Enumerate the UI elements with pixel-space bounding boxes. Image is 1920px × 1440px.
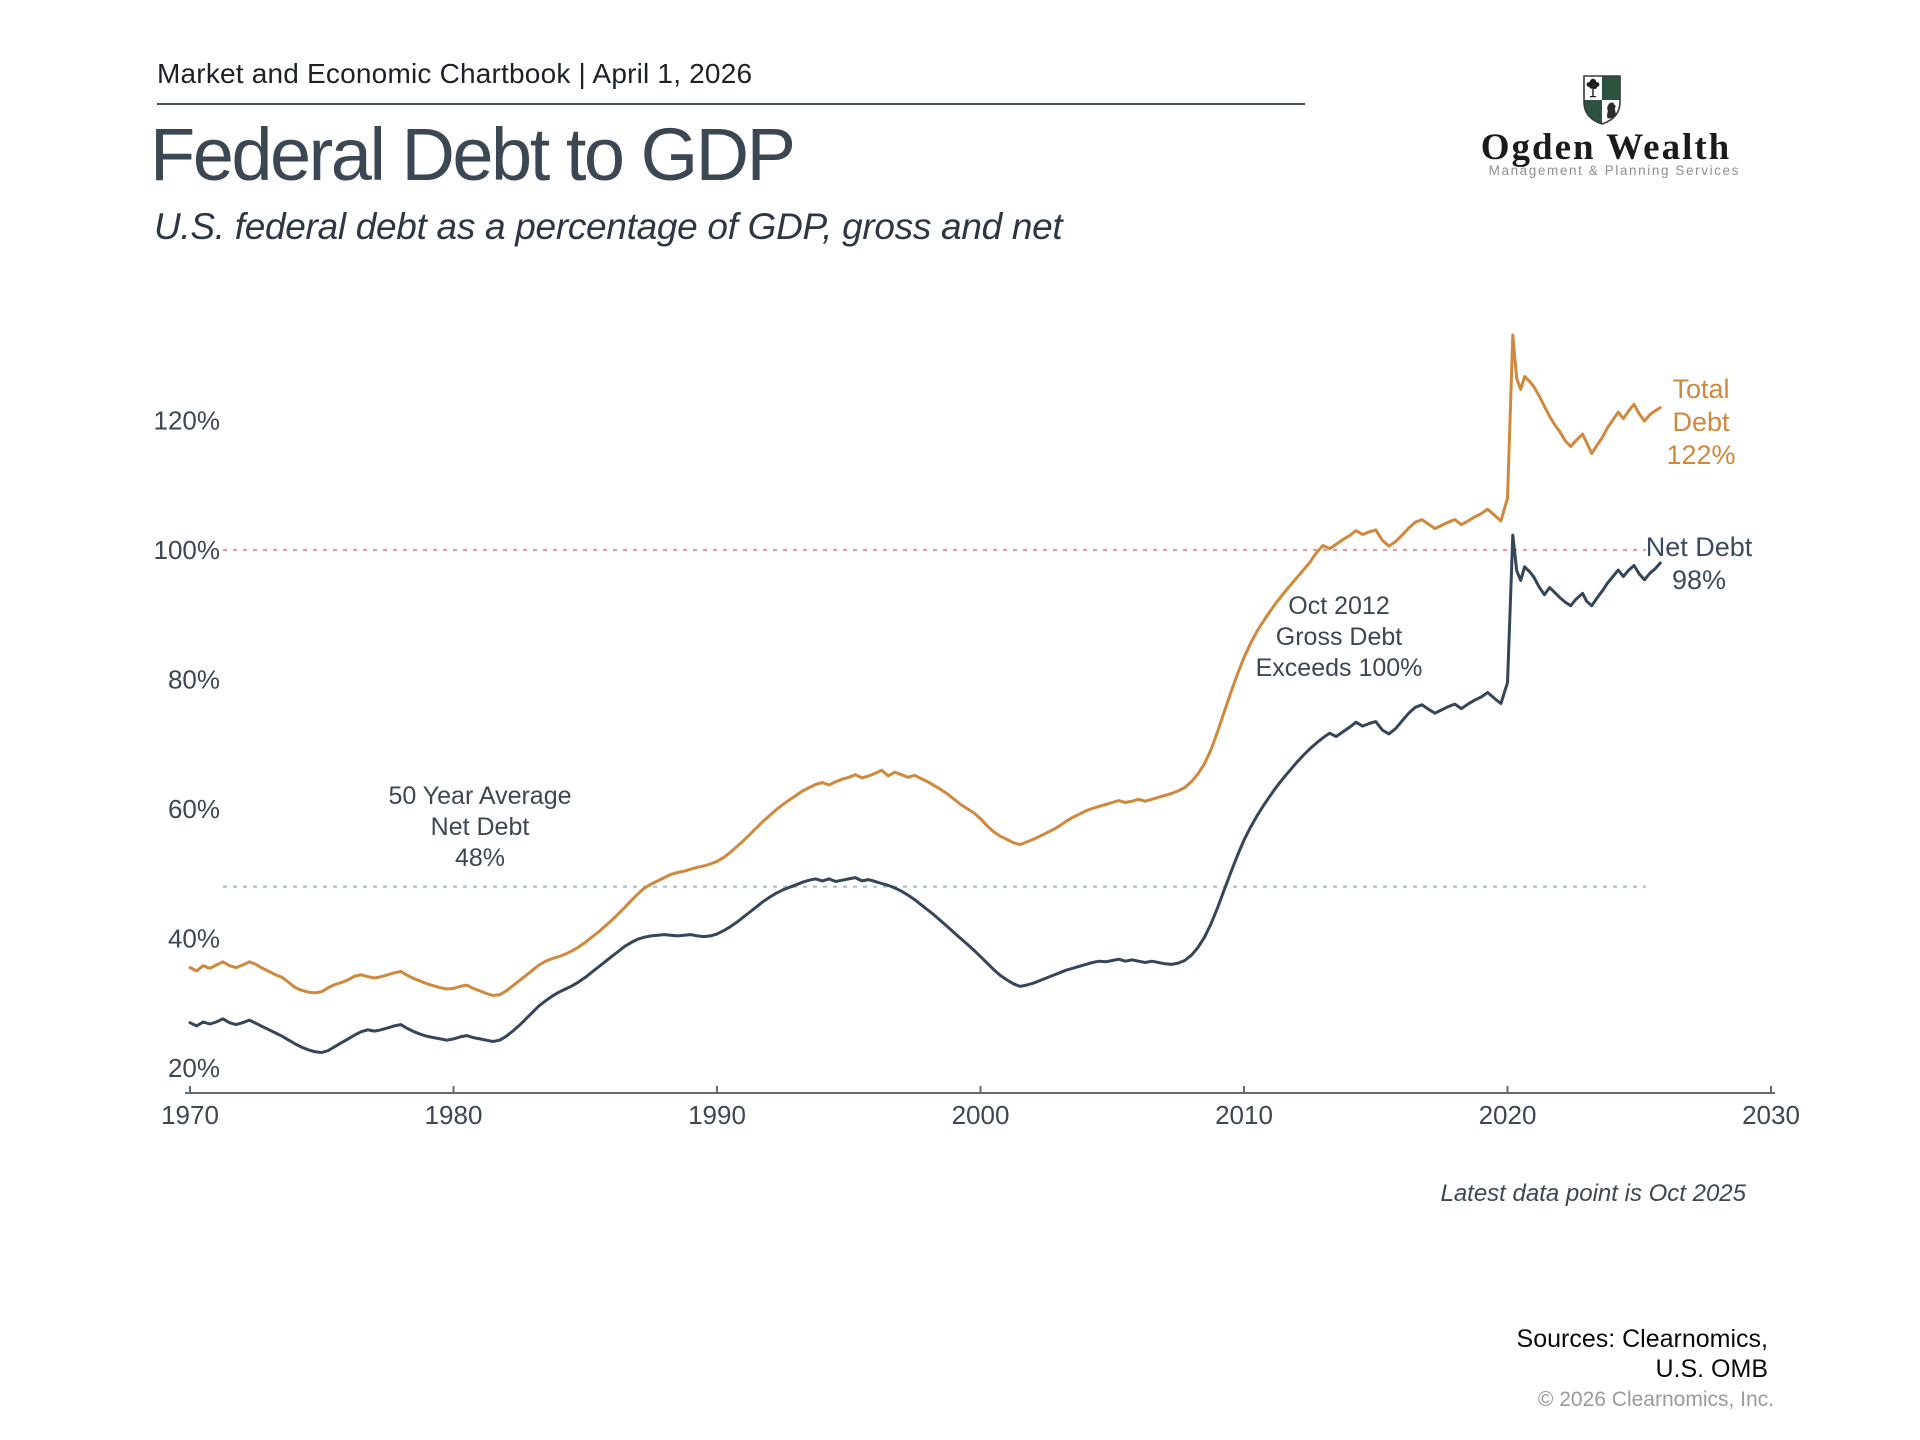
y-tick-label: 40% [168, 924, 220, 954]
series-line-total-debt [188, 333, 1662, 997]
x-tick-label: 2030 [1742, 1100, 1800, 1130]
x-tick-label: 1970 [161, 1100, 219, 1130]
y-tick-label: 120% [154, 406, 221, 436]
annotation-line: 50 Year Average [388, 782, 572, 810]
header-divider [157, 103, 1305, 105]
x-tick-label: 2020 [1479, 1100, 1537, 1130]
copyright-note: © 2026 Clearnomics, Inc. [1537, 1388, 1774, 1411]
series-line-net-debt [188, 533, 1662, 1054]
tree-emblem [1586, 78, 1600, 98]
latest-data-point-note: Latest data point is Oct 2025 [1440, 1180, 1746, 1207]
series-name: Net Debt [1645, 532, 1753, 562]
y-tick-label: 20% [168, 1053, 220, 1083]
total-debt-series-label: Total Debt 122% [1642, 373, 1760, 472]
page-subtitle: U.S. federal debt as a percentage of GDP… [154, 206, 1063, 247]
chartbook-header: Market and Economic Chartbook | April 1,… [157, 58, 753, 89]
oct-2012-annotation: Oct 2012 Gross Debt Exceeds 100% [1228, 591, 1450, 684]
ogden-wealth-logo-tagline: Management & Planning Services [1488, 163, 1740, 178]
fifty-year-average-annotation: 50 Year Average Net Debt 48% [370, 781, 590, 874]
net-debt-series-label: Net Debt 98% [1640, 531, 1758, 597]
x-tick-label: 1990 [688, 1100, 746, 1130]
ogden-wealth-logo-name: Ogden Wealth [1480, 127, 1732, 168]
annotation-line: 48% [454, 844, 506, 872]
annotation-line: Net Debt [430, 813, 530, 841]
y-tick-label: 60% [168, 794, 220, 824]
lion-emblem [1606, 102, 1617, 119]
series-end-value: 98% [1671, 565, 1727, 595]
x-tick-label: 2010 [1215, 1100, 1273, 1130]
ogden-wealth-shield-icon [1583, 75, 1621, 125]
annotation-line: Oct 2012 [1288, 592, 1390, 620]
y-tick-label: 80% [168, 665, 220, 695]
sources-line: U.S. OMB [1655, 1355, 1768, 1383]
x-tick-label: 2000 [952, 1100, 1010, 1130]
y-tick-label: 100% [154, 535, 221, 565]
sources-line: Sources: Clearnomics, [1516, 1325, 1768, 1353]
sources-note: Sources: Clearnomics, U.S. OMB [1400, 1324, 1768, 1384]
page-title: Federal Debt to GDP [150, 113, 796, 196]
annotation-line: Gross Debt [1275, 623, 1403, 651]
x-tick-label: 1980 [425, 1100, 483, 1130]
series-name: Total Debt [1672, 374, 1730, 437]
annotation-line: Exceeds 100% [1255, 654, 1423, 682]
series-end-value: 122% [1666, 440, 1736, 470]
